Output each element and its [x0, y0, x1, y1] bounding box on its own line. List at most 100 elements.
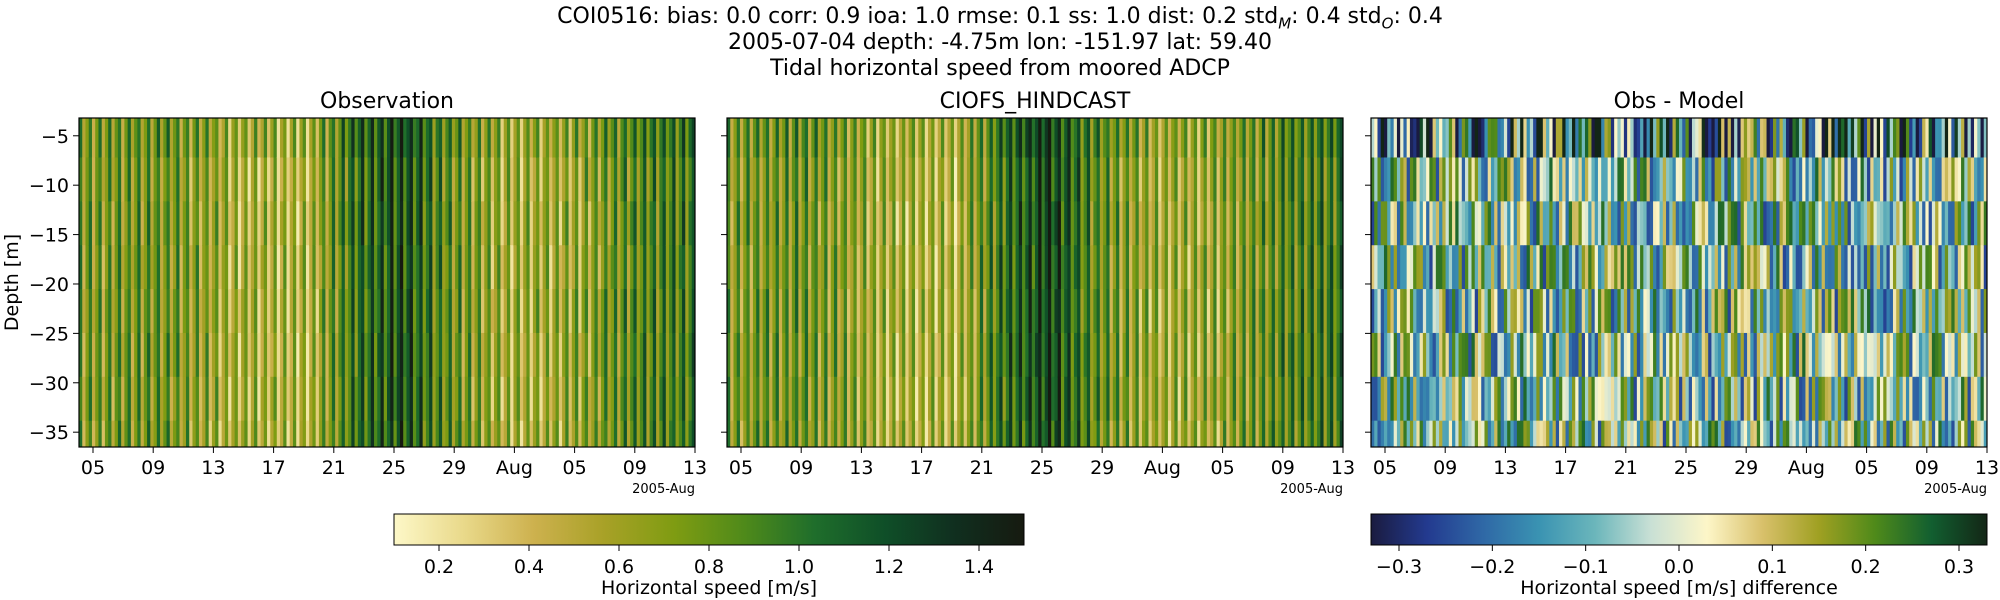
heatmap-cell: [1442, 289, 1447, 334]
heatmap-cell: [986, 118, 991, 159]
heatmap-cell: [1581, 157, 1586, 202]
heatmap-cell: [1339, 157, 1343, 202]
colorbar-tick-label: 0.6: [604, 556, 634, 578]
heatmap-cell: [1258, 201, 1263, 246]
heatmap-cell: [986, 420, 991, 447]
heatmap-cell: [435, 118, 440, 159]
heatmap-cell: [633, 332, 638, 378]
heatmap-cell: [743, 201, 748, 246]
heatmap-cell: [1766, 289, 1771, 334]
heatmap-cell: [1944, 332, 1949, 378]
heatmap-cell: [153, 420, 158, 447]
heatmap-cell: [1850, 332, 1855, 378]
heatmap-cell: [1568, 157, 1573, 202]
heatmap-cell: [270, 245, 275, 290]
heatmap-cell: [156, 376, 161, 422]
heatmap-cell: [82, 332, 87, 378]
heatmap-cell: [1197, 332, 1201, 378]
heatmap-cell: [1899, 201, 1904, 246]
heatmap-cell: [532, 118, 537, 159]
heatmap-cell: [1785, 245, 1790, 290]
heatmap-cell: [160, 289, 164, 334]
heatmap-cell: [273, 332, 278, 378]
heatmap-cell: [348, 420, 352, 447]
heatmap-cell: [633, 245, 638, 290]
heatmap-cell: [672, 118, 677, 159]
heatmap-cell: [422, 332, 427, 378]
heatmap-cell: [1371, 157, 1375, 202]
heatmap-cell: [163, 157, 168, 202]
heatmap-cell: [1093, 157, 1098, 202]
heatmap-cell: [1679, 376, 1683, 422]
heatmap-cell: [1695, 332, 1700, 378]
heatmap-cell: [435, 245, 440, 290]
heatmap-cell: [1666, 289, 1670, 334]
heatmap-cell: [169, 420, 174, 447]
heatmap-cell: [898, 376, 903, 422]
heatmap-cell: [1455, 118, 1460, 159]
heatmap-cell: [1808, 201, 1813, 246]
heatmap-cell: [429, 289, 433, 334]
heatmap-cell: [312, 118, 317, 159]
heatmap-cell: [1802, 245, 1807, 290]
heatmap-cell: [1542, 245, 1547, 290]
heatmap-cell: [682, 201, 686, 246]
heatmap-cell: [1831, 420, 1836, 447]
heatmap-cell: [1581, 245, 1586, 290]
heatmap-cell: [1896, 289, 1901, 334]
heatmap-cell: [1854, 376, 1858, 422]
heatmap-cell: [905, 245, 910, 290]
heatmap-cell: [1935, 289, 1939, 334]
heatmap-cell: [1090, 201, 1094, 246]
heatmap-cell: [510, 289, 515, 334]
heatmap-cell: [1067, 420, 1072, 447]
heatmap-cell: [1601, 118, 1606, 159]
heatmap-cell: [1236, 118, 1240, 159]
heatmap-cell: [1623, 289, 1628, 334]
heatmap-cell: [1300, 332, 1305, 378]
heatmap-cell: [976, 157, 981, 202]
heatmap-cell: [202, 376, 207, 422]
heatmap-cell: [1313, 245, 1318, 290]
heatmap-cell: [1815, 201, 1820, 246]
heatmap-cell: [730, 420, 735, 447]
heatmap-cell: [202, 332, 207, 378]
heatmap-cell: [296, 245, 301, 290]
heatmap-cell: [759, 420, 764, 447]
heatmap-cell: [979, 157, 984, 202]
heatmap-cell: [364, 420, 369, 447]
heatmap-cell: [1409, 332, 1414, 378]
heatmap-cell: [736, 118, 741, 159]
heatmap-cell: [895, 420, 900, 447]
heatmap-cell: [1200, 157, 1205, 202]
heatmap-cell: [1818, 157, 1823, 202]
heatmap-cell: [727, 201, 731, 246]
heatmap-cell: [412, 289, 417, 334]
heatmap-cell: [1300, 420, 1305, 447]
heatmap-cell: [562, 420, 566, 447]
heatmap-cell: [633, 376, 638, 422]
heatmap-cell: [1546, 289, 1550, 334]
heatmap-cell: [241, 332, 245, 378]
heatmap-cell: [1455, 245, 1460, 290]
heatmap-cell: [785, 118, 790, 159]
heatmap-cell: [182, 201, 187, 246]
heatmap-cell: [1837, 376, 1842, 422]
heatmap-cell: [1646, 376, 1651, 422]
heatmap-cell: [1310, 332, 1315, 378]
heatmap-cell: [1210, 157, 1214, 202]
heatmap-cell: [1409, 420, 1414, 447]
heatmap-cell: [963, 157, 968, 202]
heatmap-cell: [970, 420, 974, 447]
heatmap-cell: [1060, 332, 1065, 378]
heatmap-cell: [1064, 376, 1069, 422]
heatmap-cell: [1174, 157, 1179, 202]
heatmap-cell: [604, 420, 609, 447]
heatmap-cell: [406, 157, 411, 202]
heatmap-cell: [228, 332, 232, 378]
heatmap-cell: [1870, 118, 1875, 159]
heatmap-cell: [1313, 157, 1318, 202]
heatmap-cell: [442, 118, 446, 159]
heatmap-cell: [526, 376, 531, 422]
